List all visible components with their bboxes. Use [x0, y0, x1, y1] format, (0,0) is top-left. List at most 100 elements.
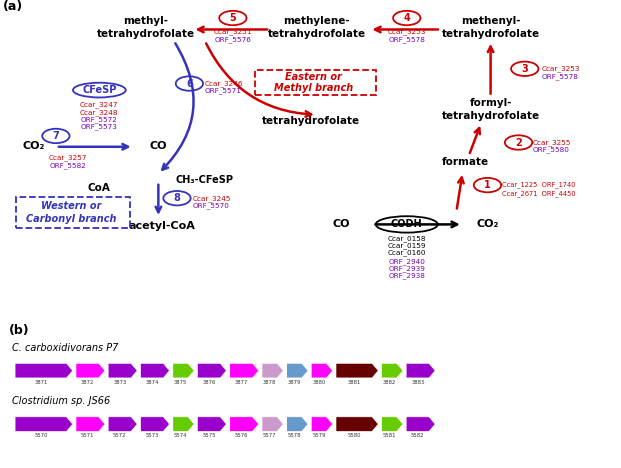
- Text: ORF_2940: ORF_2940: [388, 258, 425, 265]
- Text: 4: 4: [404, 13, 410, 23]
- Text: ORF_5576: ORF_5576: [214, 37, 252, 44]
- Text: CH₃-CFeSP: CH₃-CFeSP: [176, 175, 234, 185]
- Text: Eastern or: Eastern or: [285, 72, 342, 82]
- Text: 5581: 5581: [383, 433, 396, 438]
- Text: Carbonyl branch: Carbonyl branch: [26, 214, 117, 225]
- Polygon shape: [382, 417, 403, 431]
- Polygon shape: [173, 363, 194, 378]
- Text: tetrahydrofolate: tetrahydrofolate: [442, 111, 540, 121]
- Polygon shape: [197, 363, 227, 378]
- Polygon shape: [262, 363, 283, 378]
- Polygon shape: [197, 417, 227, 431]
- Text: methyl-: methyl-: [124, 16, 168, 26]
- Text: 3877: 3877: [235, 380, 248, 385]
- Polygon shape: [262, 417, 283, 431]
- Text: Ccar_3251: Ccar_3251: [214, 29, 252, 35]
- Text: CFeSP: CFeSP: [82, 85, 117, 95]
- Text: Ccar_0158: Ccar_0158: [388, 235, 426, 242]
- Text: 5: 5: [230, 13, 236, 23]
- Text: 3871: 3871: [34, 380, 48, 385]
- Text: 3882: 3882: [383, 380, 396, 385]
- Text: 3875: 3875: [174, 380, 187, 385]
- Polygon shape: [312, 417, 333, 431]
- Text: 8: 8: [173, 193, 181, 203]
- Text: methylene-: methylene-: [283, 16, 350, 26]
- Polygon shape: [76, 417, 105, 431]
- Text: Ccar_3253: Ccar_3253: [388, 29, 426, 35]
- Text: C. carboxidivorans P7: C. carboxidivorans P7: [12, 343, 119, 353]
- Text: 3873: 3873: [113, 380, 127, 385]
- Text: ORF_5570: ORF_5570: [193, 202, 229, 209]
- Polygon shape: [141, 417, 170, 431]
- Text: 2: 2: [515, 138, 522, 147]
- Polygon shape: [407, 417, 435, 431]
- Text: CoA: CoA: [88, 183, 111, 193]
- Polygon shape: [382, 363, 403, 378]
- Text: 5575: 5575: [202, 433, 215, 438]
- Text: Ccar_1225  ORF_1740: Ccar_1225 ORF_1740: [502, 182, 575, 189]
- Polygon shape: [109, 417, 137, 431]
- Text: tetrahydrofolate: tetrahydrofolate: [268, 29, 366, 39]
- Text: ORF_2939: ORF_2939: [388, 265, 425, 272]
- Polygon shape: [76, 363, 105, 378]
- Text: acetyl-CoA: acetyl-CoA: [128, 221, 195, 231]
- Polygon shape: [16, 363, 73, 378]
- Polygon shape: [337, 417, 378, 431]
- Text: 3881: 3881: [348, 380, 361, 385]
- Text: ORF_5578: ORF_5578: [542, 73, 578, 80]
- Polygon shape: [173, 417, 194, 431]
- Text: 3883: 3883: [411, 380, 424, 385]
- Text: 5572: 5572: [113, 433, 127, 438]
- Text: 3878: 3878: [263, 380, 276, 385]
- Text: 1: 1: [484, 180, 491, 190]
- Text: 7: 7: [53, 131, 59, 141]
- Text: ORF_2938: ORF_2938: [388, 272, 425, 279]
- Text: tetrahydrofolate: tetrahydrofolate: [442, 29, 540, 39]
- Text: 6: 6: [186, 79, 193, 88]
- Polygon shape: [337, 363, 378, 378]
- Polygon shape: [407, 363, 435, 378]
- Text: formyl-: formyl-: [469, 98, 512, 108]
- Polygon shape: [287, 417, 308, 431]
- Text: Ccar_3245: Ccar_3245: [193, 195, 231, 202]
- Text: 5580: 5580: [347, 433, 361, 438]
- Text: tetrahydrofolate: tetrahydrofolate: [97, 29, 195, 39]
- Text: Ccar_3255: Ccar_3255: [533, 139, 571, 146]
- Polygon shape: [230, 417, 258, 431]
- Text: Ccar_0160: Ccar_0160: [388, 249, 426, 256]
- Text: 5574: 5574: [174, 433, 188, 438]
- Text: 3874: 3874: [145, 380, 159, 385]
- Text: Ccar_0159: Ccar_0159: [388, 242, 426, 249]
- Text: CO₂: CO₂: [476, 219, 499, 229]
- Text: 3: 3: [522, 64, 528, 74]
- Text: 5582: 5582: [411, 433, 425, 438]
- Text: 3879: 3879: [288, 380, 301, 385]
- Text: Ccar_2671  ORF_4450: Ccar_2671 ORF_4450: [502, 190, 576, 197]
- Text: tetrahydrofolate: tetrahydrofolate: [261, 116, 360, 126]
- Text: Ccar_3246: Ccar_3246: [205, 80, 243, 87]
- Text: 5576: 5576: [235, 433, 248, 438]
- Text: Ccar_3257: Ccar_3257: [49, 154, 88, 161]
- Text: 5571: 5571: [81, 433, 94, 438]
- Text: 5570: 5570: [34, 433, 48, 438]
- Text: CO: CO: [333, 219, 350, 229]
- Text: Ccar_3248: Ccar_3248: [80, 109, 119, 116]
- Text: 3876: 3876: [202, 380, 215, 385]
- Text: Methyl branch: Methyl branch: [274, 83, 353, 94]
- Polygon shape: [16, 417, 73, 431]
- Text: Western or: Western or: [41, 201, 102, 212]
- Polygon shape: [109, 363, 137, 378]
- Polygon shape: [230, 363, 258, 378]
- Text: ORF_5580: ORF_5580: [533, 146, 569, 154]
- Text: CODH: CODH: [391, 219, 422, 229]
- Text: 5578: 5578: [288, 433, 301, 438]
- Text: 3872: 3872: [81, 380, 94, 385]
- Polygon shape: [141, 363, 170, 378]
- Text: Clostridium sp. JS66: Clostridium sp. JS66: [12, 396, 111, 406]
- Text: ORF_5573: ORF_5573: [81, 123, 118, 130]
- Text: Ccar_3247: Ccar_3247: [80, 102, 119, 108]
- Text: Ccar_3253: Ccar_3253: [542, 66, 580, 72]
- Text: methenyl-: methenyl-: [461, 16, 520, 26]
- Polygon shape: [287, 363, 308, 378]
- Text: formate: formate: [442, 157, 489, 167]
